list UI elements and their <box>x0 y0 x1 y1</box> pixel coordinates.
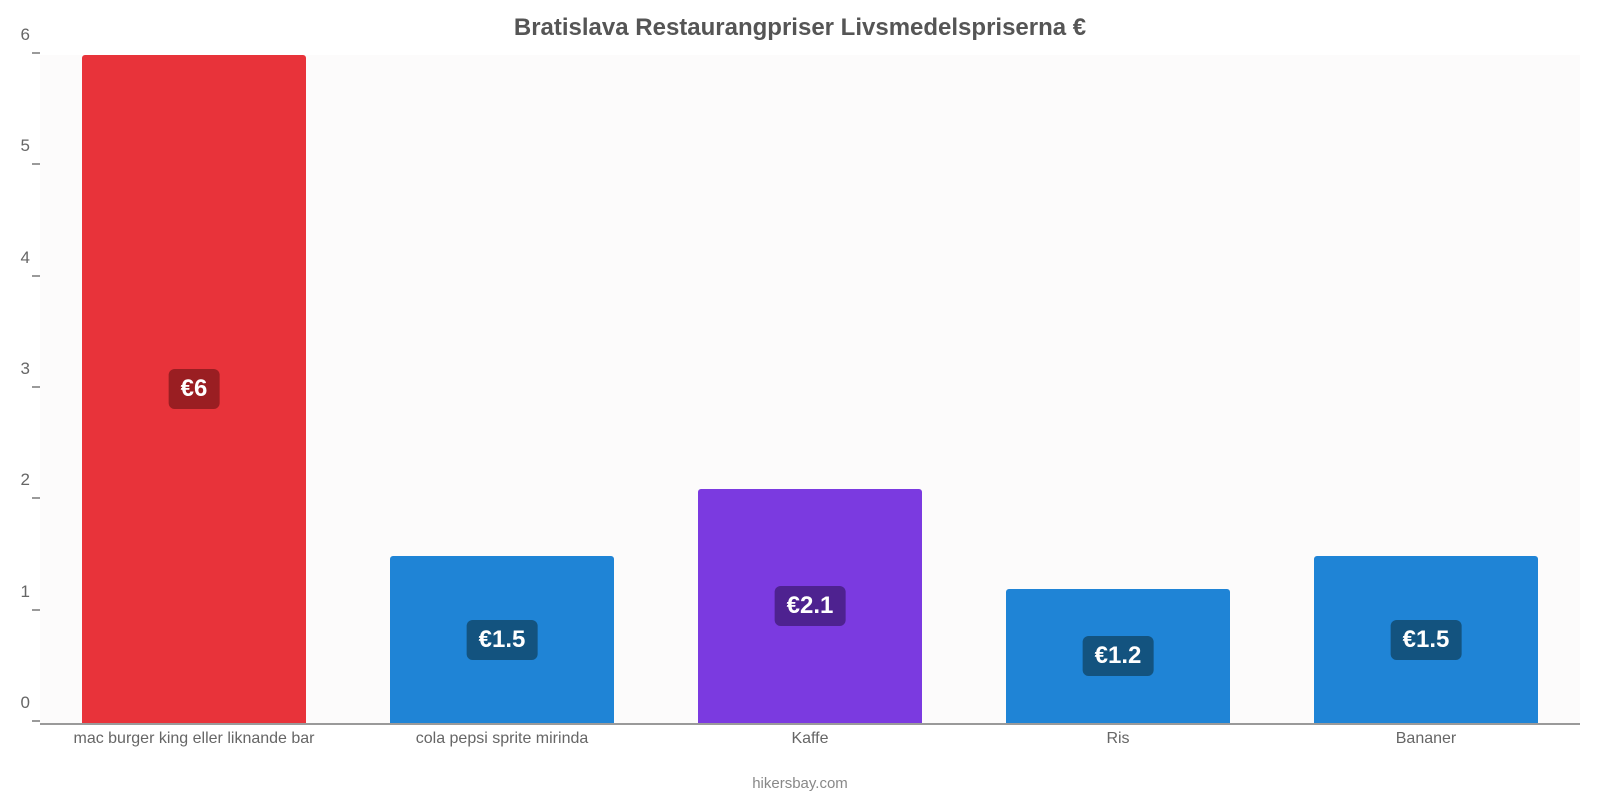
bar-slot: €1.5 <box>1272 55 1580 723</box>
value-badge: €2.1 <box>775 586 846 626</box>
y-tick-label: 2 <box>21 470 30 490</box>
chart-footer: hikersbay.com <box>0 775 1600 792</box>
y-tick-mark <box>32 386 40 388</box>
y-tick-label: 3 <box>21 359 30 379</box>
x-axis-label: Bananer <box>1272 730 1580 748</box>
value-badge: €1.5 <box>1391 620 1462 660</box>
x-axis-label: Kaffe <box>656 730 964 748</box>
plot-area: €6€1.5€2.1€1.2€1.5 0123456 <box>40 55 1580 725</box>
y-tick-label: 6 <box>21 25 30 45</box>
bar: €1.5 <box>390 556 615 723</box>
x-axis-label: Ris <box>964 730 1272 748</box>
y-tick-mark <box>32 163 40 165</box>
value-badge: €1.2 <box>1083 636 1154 676</box>
y-tick-label: 1 <box>21 582 30 602</box>
y-tick-mark <box>32 720 40 722</box>
x-axis-label: cola pepsi sprite mirinda <box>348 730 656 748</box>
x-axis-labels: mac burger king eller liknande barcola p… <box>40 730 1580 748</box>
bar: €1.2 <box>1006 589 1231 723</box>
bar: €6 <box>82 55 307 723</box>
y-tick-mark <box>32 52 40 54</box>
bar: €1.5 <box>1314 556 1539 723</box>
value-badge: €6 <box>169 369 220 409</box>
bar-slot: €1.5 <box>348 55 656 723</box>
y-tick-mark <box>32 275 40 277</box>
y-tick-label: 5 <box>21 136 30 156</box>
y-tick-mark <box>32 609 40 611</box>
bars-container: €6 €1.5 €2.1 €1.2 €1.5 <box>40 55 1580 723</box>
y-tick-mark <box>32 497 40 499</box>
bar-slot: €1.2 <box>964 55 1272 723</box>
bar: €2.1 <box>698 489 923 723</box>
x-axis-label: mac burger king eller liknande bar <box>40 730 348 748</box>
price-bar-chart: Bratislava Restaurangpriser Livsmedelspr… <box>0 0 1600 800</box>
bar-slot: €2.1 <box>656 55 964 723</box>
y-tick-label: 4 <box>21 248 30 268</box>
y-tick-label: 0 <box>21 693 30 713</box>
bar-slot: €6 <box>40 55 348 723</box>
chart-title: Bratislava Restaurangpriser Livsmedelspr… <box>0 14 1600 42</box>
value-badge: €1.5 <box>467 620 538 660</box>
